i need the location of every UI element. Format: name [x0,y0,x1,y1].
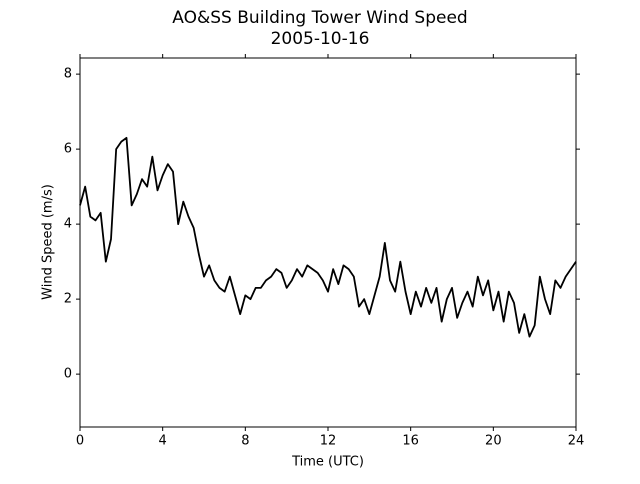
x-tick-label: 0 [76,434,84,449]
x-tick-label: 16 [402,434,419,449]
chart-title: AO&SS Building Tower Wind Speed [172,8,467,28]
x-tick-label: 8 [241,434,249,449]
y-tick-label: 0 [64,367,72,382]
x-tick-label: 20 [485,434,502,449]
x-tick-label: 24 [568,434,585,449]
wind-speed-line [79,136,577,338]
plot-frame [79,57,577,428]
chart-subtitle: 2005-10-16 [271,29,370,49]
x-tick-label: 12 [320,434,337,449]
y-axis-label: Wind Speed (m/s) [41,184,56,300]
x-axis-label: Time (UTC) [291,455,364,470]
y-tick-label: 8 [64,67,72,82]
y-tick-label: 4 [64,217,72,232]
y-tick-label: 2 [64,292,72,307]
y-tick-label: 6 [64,142,72,157]
x-tick-label: 4 [159,434,167,449]
